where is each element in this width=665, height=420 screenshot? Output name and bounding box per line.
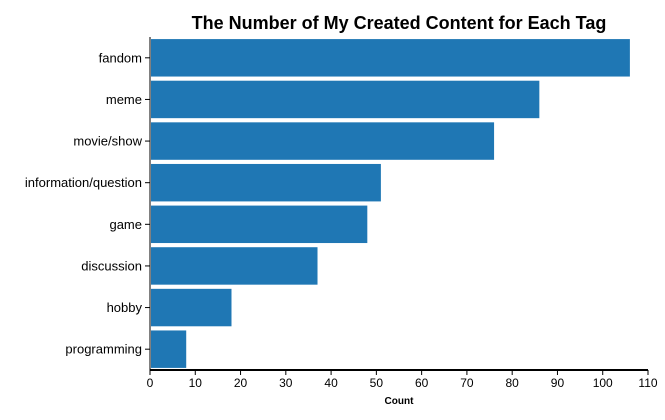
x-tick-label: 20 bbox=[234, 376, 248, 390]
x-tick-label: 10 bbox=[189, 376, 203, 390]
category-label: information/question bbox=[25, 175, 142, 190]
bar-fandom bbox=[151, 39, 630, 77]
category-label: meme bbox=[106, 92, 142, 107]
category-label: hobby bbox=[107, 300, 143, 315]
x-tick-label: 90 bbox=[551, 376, 565, 390]
bar-movie-show bbox=[151, 122, 495, 160]
x-axis-title: Count bbox=[385, 396, 415, 407]
category-label: discussion bbox=[81, 258, 142, 273]
category-label: movie/show bbox=[73, 134, 142, 149]
x-tick-label: 0 bbox=[147, 376, 154, 390]
x-tick-label: 110 bbox=[638, 376, 657, 390]
category-labels: fandom meme movie/show information/question… bbox=[25, 50, 143, 356]
x-tick-label: 30 bbox=[279, 376, 293, 390]
bar-information-question bbox=[151, 163, 381, 202]
bar-programming bbox=[151, 330, 187, 368]
bar-hobby bbox=[151, 288, 232, 327]
x-tick-label: 100 bbox=[593, 376, 613, 390]
x-tick-label: 40 bbox=[324, 376, 338, 390]
chart-title: The Number of My Created Content for Eac… bbox=[192, 13, 607, 33]
bar-meme bbox=[151, 80, 540, 119]
x-tick-label: 50 bbox=[370, 376, 384, 390]
y-axis bbox=[145, 37, 151, 370]
category-label: game bbox=[109, 217, 142, 232]
x-tick-label: 80 bbox=[506, 376, 520, 390]
x-axis: 0 10 20 30 40 50 60 70 80 90 100 110 bbox=[147, 369, 658, 390]
bar-discussion bbox=[151, 247, 318, 285]
x-tick-label: 70 bbox=[460, 376, 474, 390]
x-tick-label: 60 bbox=[415, 376, 429, 390]
category-label: programming bbox=[65, 342, 142, 357]
bar-game bbox=[151, 205, 368, 244]
category-label: fandom bbox=[99, 50, 142, 65]
bars-group bbox=[151, 39, 630, 368]
